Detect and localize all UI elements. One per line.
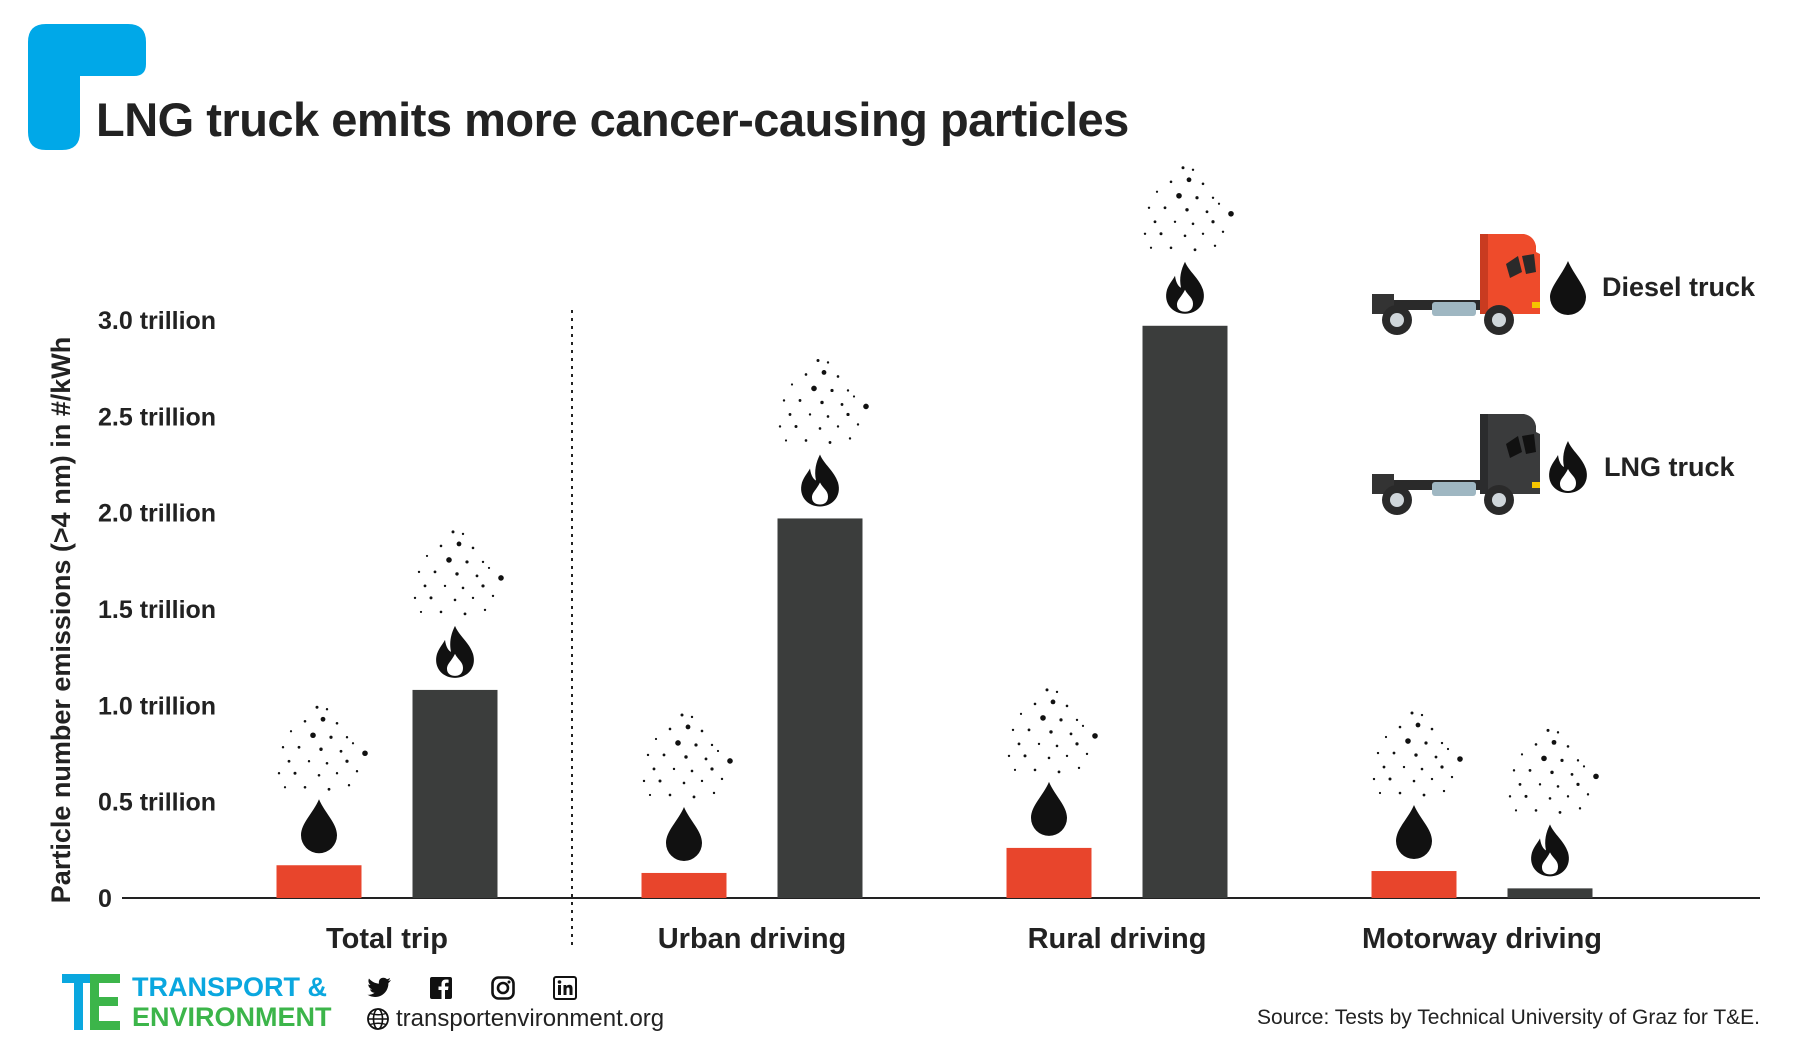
particles-icon [277, 705, 368, 791]
brand-corner-mark [28, 24, 146, 150]
te-logo-icon [62, 974, 120, 1030]
droplet-icon [301, 799, 337, 854]
y-tick-label: 1.5 trillion [98, 596, 216, 624]
category-group: Urban driving [641, 358, 869, 955]
org-name-line1: TRANSPORT & [132, 972, 327, 1002]
particles-icon [413, 530, 504, 616]
flame-icon [1549, 441, 1587, 493]
particles-icon [778, 358, 869, 444]
particles-icon [1508, 728, 1599, 814]
globe-icon [367, 1008, 389, 1030]
flame-icon [1166, 261, 1204, 314]
bar-diesel [1006, 847, 1092, 898]
flame-icon [436, 625, 474, 678]
instagram-icon[interactable] [490, 975, 516, 1001]
droplet-icon [1396, 805, 1432, 860]
category-group: Total trip [276, 530, 504, 955]
particles-icon [1007, 688, 1098, 774]
website-link[interactable]: transportenvironment.org [366, 1005, 664, 1033]
twitter-icon[interactable] [366, 975, 392, 1001]
y-tick-label: 2.5 trillion [98, 403, 216, 431]
legend-lng-label: LNG truck [1604, 451, 1735, 482]
flame-icon [801, 454, 839, 507]
droplet-icon [666, 806, 702, 861]
category-group: Motorway driving [1362, 711, 1602, 955]
social-links [366, 975, 578, 1001]
bar-lng [412, 689, 498, 898]
org-name-line2: ENVIRONMENT [132, 1002, 332, 1032]
x-category-label: Total trip [326, 923, 448, 955]
y-tick-label: 0.5 trillion [98, 789, 216, 817]
bar-diesel [1371, 871, 1457, 898]
droplet-icon [1550, 261, 1586, 315]
y-tick-label: 3.0 trillion [98, 307, 216, 335]
legend-diesel: Diesel truck [1372, 232, 1755, 342]
y-tick-label: 1.0 trillion [98, 692, 216, 720]
legend-diesel-label: Diesel truck [1602, 271, 1756, 302]
bar-lng [1507, 888, 1593, 898]
y-axis-label: Particle number emissions (>4 nm) in #/k… [46, 337, 76, 903]
page-title: LNG truck emits more cancer-causing part… [96, 93, 1129, 146]
bar-diesel [276, 865, 362, 898]
bar-lng [1142, 325, 1228, 898]
droplet-icon [1031, 781, 1067, 836]
particles-icon [1143, 166, 1234, 252]
bar-lng [777, 518, 863, 898]
x-category-label: Urban driving [658, 923, 847, 955]
particles-icon [1372, 711, 1463, 797]
org-logo[interactable]: TRANSPORT & ENVIRONMENT [62, 972, 332, 1032]
source-note: Source: Tests by Technical University of… [1256, 1006, 1760, 1029]
y-tick-label: 2.0 trillion [98, 500, 216, 528]
diesel-truck-icon [1372, 234, 1540, 335]
bar-diesel [641, 872, 727, 898]
x-category-label: Motorway driving [1362, 923, 1602, 955]
bar-chart: Particle number emissions (>4 nm) in #/k… [46, 166, 1760, 955]
flame-icon [1531, 824, 1569, 877]
y-tick-label: 0 [98, 885, 112, 913]
facebook-icon[interactable] [428, 975, 454, 1001]
website-url: transportenvironment.org [396, 1005, 665, 1032]
linkedin-icon[interactable] [552, 975, 578, 1001]
particles-icon [642, 713, 733, 799]
x-category-label: Rural driving [1028, 923, 1207, 955]
category-group: Rural driving [1006, 166, 1234, 955]
lng-truck-icon [1372, 414, 1540, 515]
legend-lng: LNG truck [1372, 412, 1735, 522]
